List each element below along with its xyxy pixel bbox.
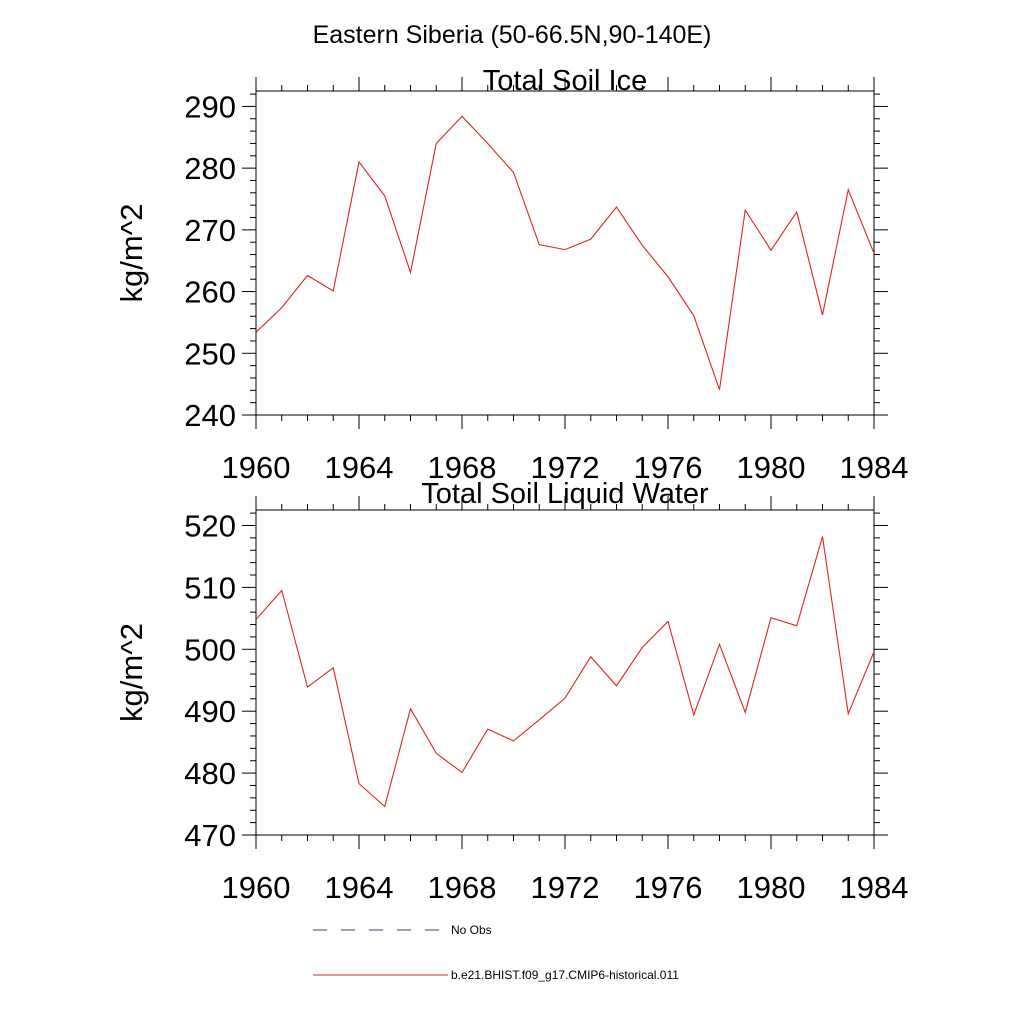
y-tick-label: 240: [184, 398, 236, 433]
series-line: [255, 115, 875, 390]
x-tick-label: 1960: [222, 450, 291, 485]
x-tick-label: 1972: [531, 870, 600, 905]
x-tick-label: 1980: [737, 450, 806, 485]
y-tick-label: 470: [184, 818, 236, 853]
y-axis-label: kg/m^2: [114, 204, 149, 303]
y-tick-label: 280: [184, 151, 236, 186]
y-tick-label: 490: [184, 694, 236, 729]
plot-frame: [255, 509, 875, 836]
y-tick-label: 260: [184, 275, 236, 310]
y-tick-label: 480: [184, 756, 236, 791]
y-axis-label: kg/m^2: [114, 623, 149, 722]
x-tick-label: 1964: [325, 450, 394, 485]
series-line: [255, 536, 875, 808]
x-tick-label: 1968: [428, 870, 497, 905]
y-tick-label: 270: [184, 213, 236, 248]
y-tick-label: 290: [184, 89, 236, 124]
x-tick-label: 1960: [222, 870, 291, 905]
y-tick-label: 520: [184, 508, 236, 543]
y-tick-label: 510: [184, 570, 236, 605]
legend-label: b.e21.BHIST.f09_g17.CMIP6-historical.011: [451, 968, 679, 982]
x-tick-label: 1976: [634, 870, 703, 905]
figure-main-title: Eastern Siberia (50-66.5N,90-140E): [313, 21, 712, 49]
legend: No Obs b.e21.BHIST.f09_g17.CMIP6-historic…: [313, 923, 679, 982]
x-tick-label: 1984: [840, 450, 909, 485]
x-tick-label: 1980: [737, 870, 806, 905]
y-tick-label: 250: [184, 336, 236, 371]
y-tick-label: 500: [184, 632, 236, 667]
plot-frame: [255, 90, 875, 416]
x-tick-label: 1976: [634, 450, 703, 485]
legend-label: No Obs: [451, 923, 492, 937]
x-tick-label: 1972: [531, 450, 600, 485]
x-tick-label: 1968: [428, 450, 497, 485]
x-tick-label: 1984: [840, 870, 909, 905]
x-tick-label: 1964: [325, 870, 394, 905]
